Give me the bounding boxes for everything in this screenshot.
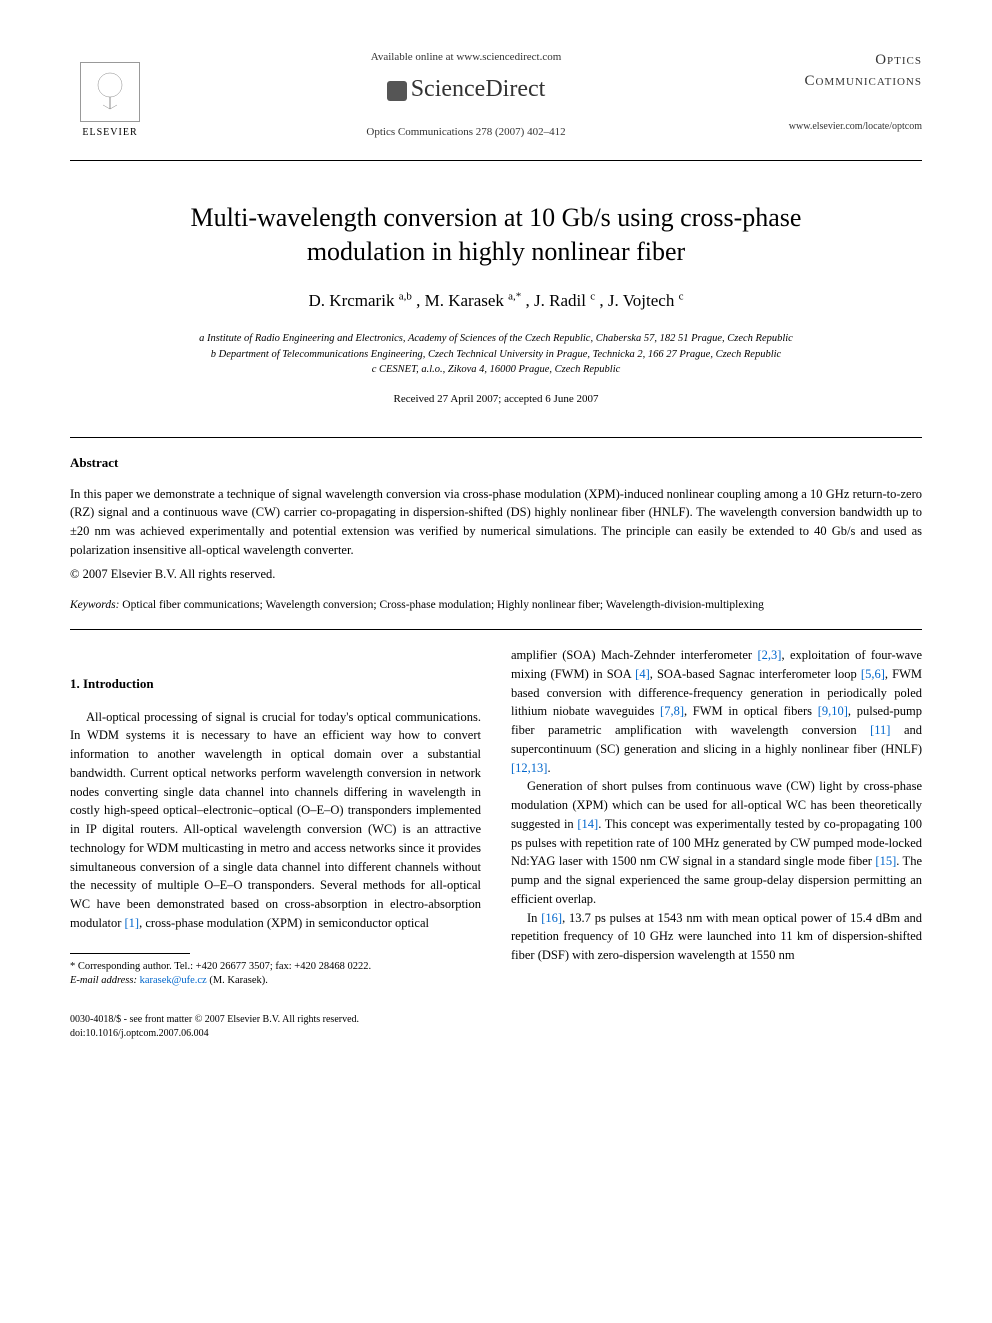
abstract-top-rule [70,437,922,438]
author-1-affil: a,b [399,290,412,302]
sciencedirect-text: ScienceDirect [411,76,546,102]
t-1c: , SOA-based Sagnac interferometer loop [650,667,861,681]
author-2-affil: a,* [508,290,521,302]
ref-link-1213[interactable]: [12,13] [511,761,547,775]
t-3a: In [527,911,541,925]
t-1a: amplifier (SOA) Mach-Zehnder interferome… [511,648,758,662]
footnote-separator [70,953,190,954]
journal-name-block: Optics Communications www.elsevier.com/l… [782,50,922,134]
sciencedirect-logo: ScienceDirect [150,73,782,107]
abstract-body: In this paper we demonstrate a technique… [70,485,922,560]
elsevier-tree-icon [80,62,140,122]
author-4-affil: c [679,290,684,302]
page-header: ELSEVIER Available online at www.science… [70,50,922,140]
copyright-line: © 2007 Elsevier B.V. All rights reserved… [70,566,922,584]
corresponding-author-footnote: * Corresponding author. Tel.: +420 26677… [70,960,481,989]
body-columns: 1. Introduction All-optical processing o… [70,646,922,1041]
affiliation-c: c CESNET, a.l.o., Zikova 4, 16000 Prague… [70,362,922,378]
author-1: D. Krcmarik [309,291,399,310]
t-1h: . [547,761,550,775]
journal-name-line2: Communications [782,71,922,92]
ref-link-15[interactable]: [15] [875,854,896,868]
left-column: 1. Introduction All-optical processing o… [70,646,481,1041]
affiliation-a: a Institute of Radio Engineering and Ele… [70,331,922,347]
keywords: Keywords: Optical fiber communications; … [70,597,922,613]
author-3-affil: c [590,290,595,302]
journal-url: www.elsevier.com/locate/optcom [782,120,922,134]
intro-para-1: All-optical processing of signal is cruc… [70,708,481,933]
intro-para-1-cont: amplifier (SOA) Mach-Zehnder interferome… [511,646,922,777]
footer-line-1: 0030-4018/$ - see front matter © 2007 El… [70,1013,481,1027]
elsevier-logo: ELSEVIER [70,50,150,140]
ref-link-14[interactable]: [14] [577,817,598,831]
abstract-bottom-rule [70,629,922,630]
email-suffix: (M. Karasek). [207,975,268,986]
affiliations: a Institute of Radio Engineering and Ele… [70,331,922,378]
available-online-text: Available online at www.sciencedirect.co… [150,50,782,65]
intro-para-2: Generation of short pulses from continuo… [511,777,922,908]
title-line-1: Multi-wavelength conversion at 10 Gb/s u… [191,203,802,232]
ref-link-23[interactable]: [2,3] [758,648,782,662]
abstract-heading: Abstract [70,454,922,472]
email-link[interactable]: karasek@ufe.cz [140,975,207,986]
ref-link-16[interactable]: [16] [541,911,562,925]
journal-citation: Optics Communications 278 (2007) 402–412 [150,125,782,140]
intro-text-1a: All-optical processing of signal is cruc… [70,710,481,930]
right-column: amplifier (SOA) Mach-Zehnder interferome… [511,646,922,1041]
ref-link-78[interactable]: [7,8] [660,704,684,718]
article-title: Multi-wavelength conversion at 10 Gb/s u… [70,201,922,269]
author-3: , J. Radil [526,291,591,310]
center-header: Available online at www.sciencedirect.co… [150,50,782,140]
title-line-2: modulation in highly nonlinear fiber [307,237,685,266]
author-2: , M. Karasek [416,291,508,310]
email-label: E-mail address: [70,975,140,986]
section-1-heading: 1. Introduction [70,674,481,694]
ref-link-11[interactable]: [11] [870,723,890,737]
ref-link-56[interactable]: [5,6] [861,667,885,681]
corr-author-line: * Corresponding author. Tel.: +420 26677… [70,960,481,975]
header-rule [70,160,922,161]
publisher-name: ELSEVIER [82,126,137,140]
t-3b: , 13.7 ps pulses at 1543 nm with mean op… [511,911,922,963]
intro-text-1b: , cross-phase modulation (XPM) in semico… [139,916,429,930]
ref-link-4[interactable]: [4] [635,667,650,681]
affiliation-b: b Department of Telecommunications Engin… [70,347,922,363]
intro-para-3: In [16], 13.7 ps pulses at 1543 nm with … [511,909,922,965]
ref-link-1[interactable]: [1] [125,916,140,930]
journal-name-line1: Optics [782,50,922,71]
email-line: E-mail address: karasek@ufe.cz (M. Karas… [70,974,481,989]
sciencedirect-icon [387,81,407,101]
footer-doi: doi:10.1016/j.optcom.2007.06.004 [70,1027,481,1041]
ref-link-910[interactable]: [9,10] [818,704,848,718]
page-footer: 0030-4018/$ - see front matter © 2007 El… [70,1013,481,1041]
t-1e: , FWM in optical fibers [684,704,818,718]
article-dates: Received 27 April 2007; accepted 6 June … [70,392,922,407]
keywords-label: Keywords: [70,599,119,611]
keywords-text: Optical fiber communications; Wavelength… [119,599,763,611]
author-list: D. Krcmarik a,b , M. Karasek a,* , J. Ra… [70,289,922,313]
author-4: , J. Vojtech [599,291,678,310]
